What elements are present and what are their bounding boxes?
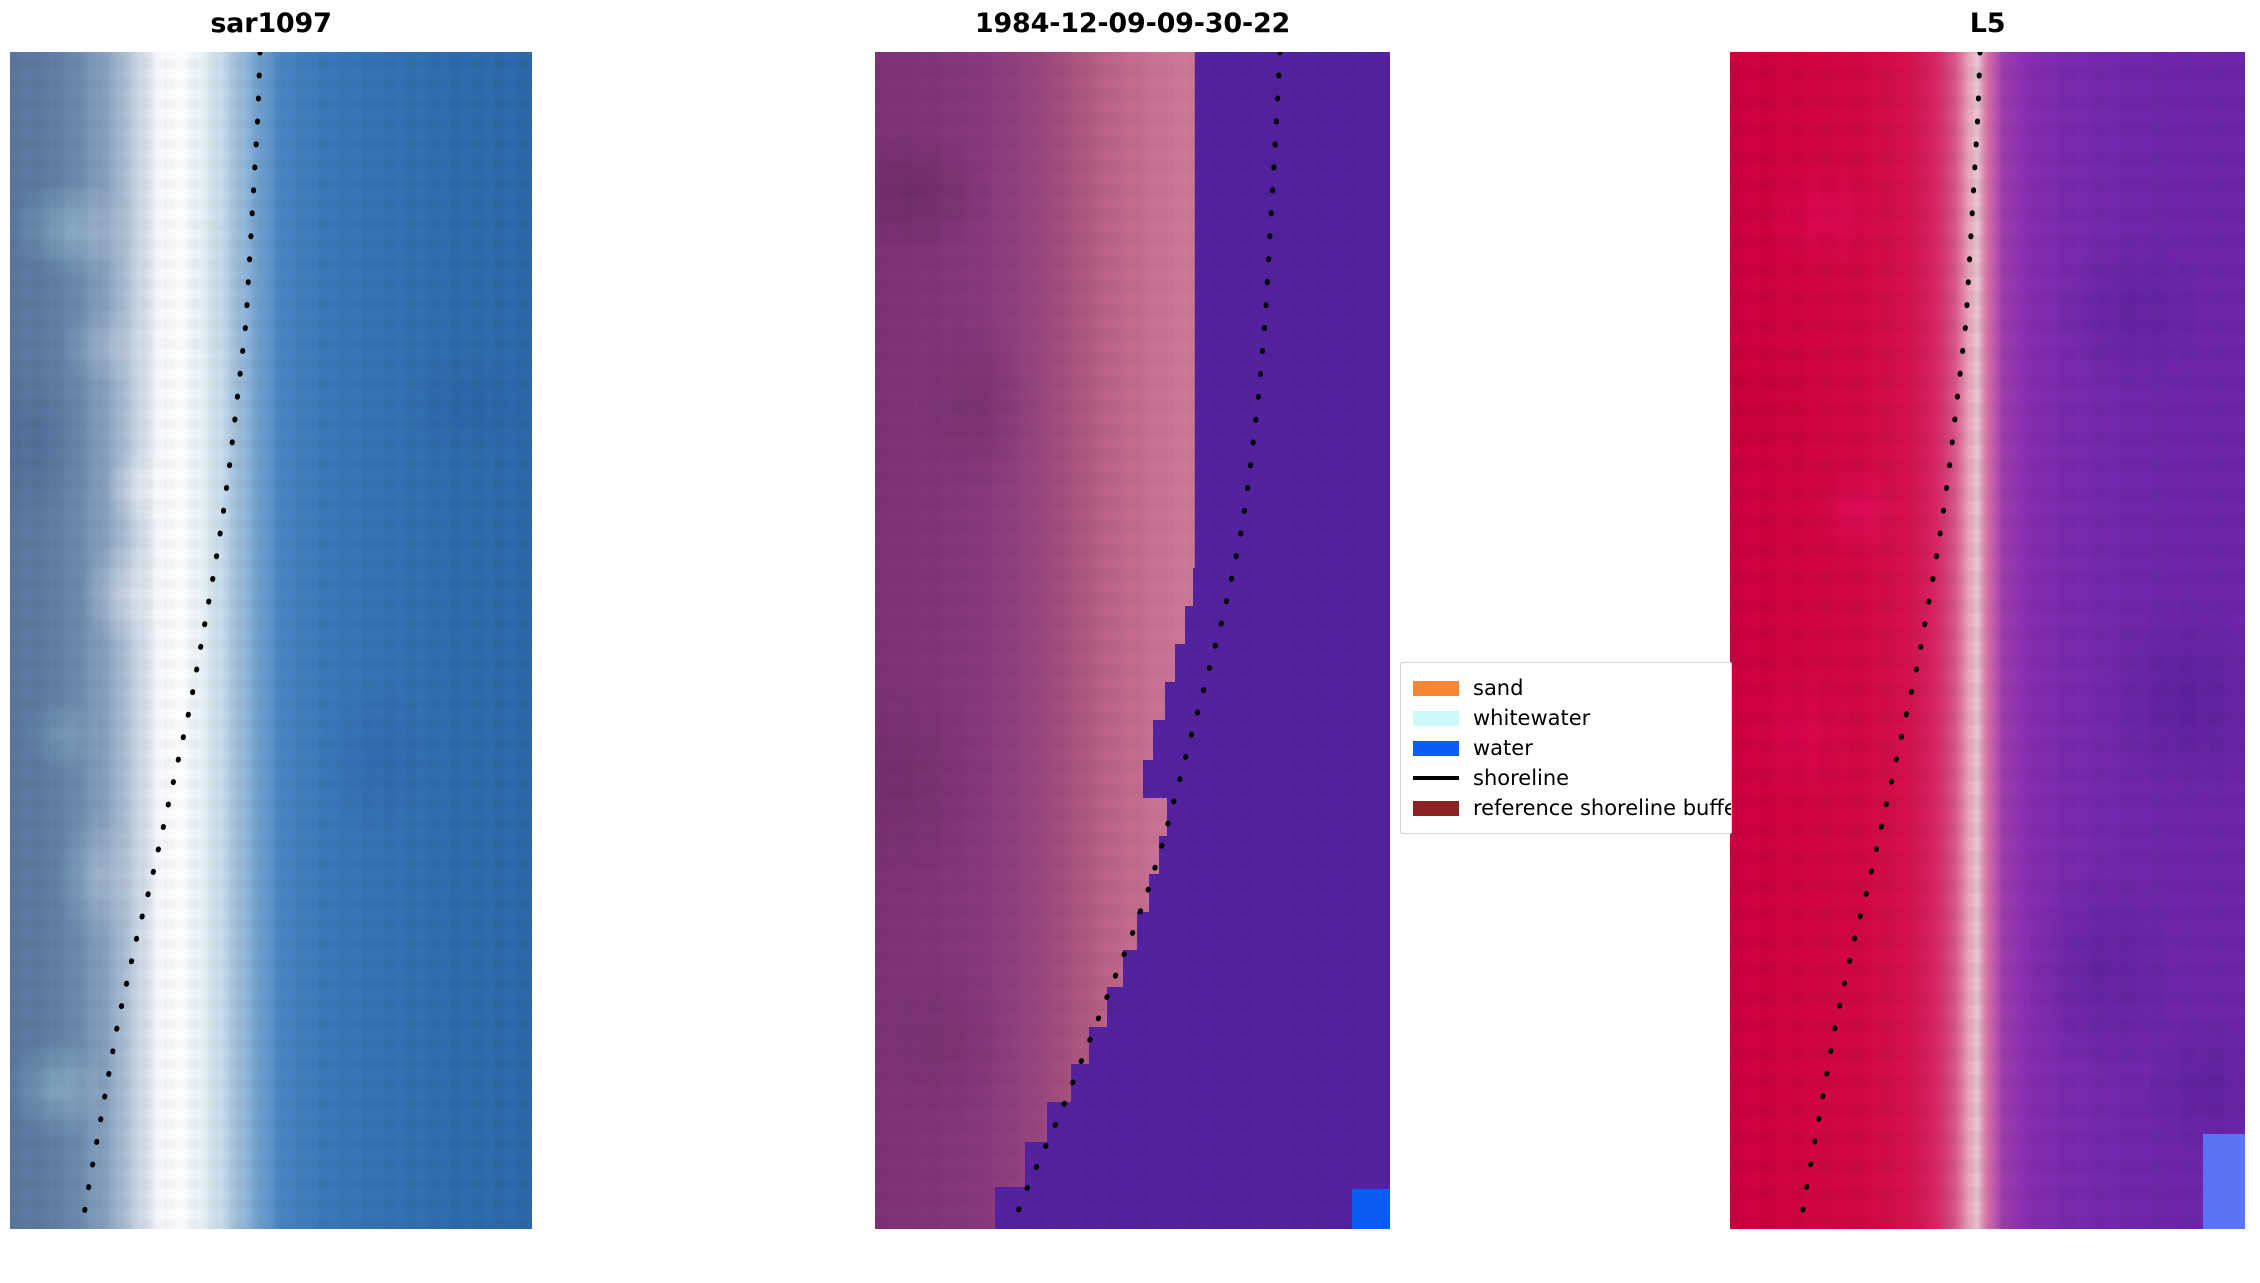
legend-box: sand whitewater water shoreline referenc… [1400, 662, 1732, 834]
legend-item-shoreline[interactable]: shoreline [1413, 763, 1719, 793]
classified-raster-pixelation [875, 52, 1390, 1229]
legend-label-sand: sand [1473, 675, 1524, 700]
legend-swatch-sand [1413, 680, 1459, 696]
panel-title-sar: sar1097 [210, 8, 332, 39]
legend-label-shoreline: shoreline [1473, 765, 1570, 790]
panel-l5-image[interactable] [1730, 52, 2245, 1229]
legend-item-water[interactable]: water [1413, 733, 1719, 763]
panel-classified-image[interactable] [875, 52, 1390, 1229]
legend-label-water: water [1473, 735, 1533, 760]
legend-swatch-shoreline [1413, 771, 1459, 786]
water-block-classified [1352, 1189, 1390, 1229]
legend-swatch-whitewater [1413, 710, 1459, 726]
legend-label-whitewater: whitewater [1473, 705, 1591, 730]
panel-title-l5: L5 [1969, 8, 2006, 39]
water-block-l5 [2203, 1134, 2245, 1229]
legend-item-sand[interactable]: sand [1413, 673, 1719, 703]
legend-item-reference-shoreline-buffer[interactable]: reference shoreline buffer [1413, 793, 1731, 823]
legend-swatch-reference-shoreline-buffer [1413, 800, 1459, 816]
panel-sar-image[interactable] [10, 52, 532, 1229]
legend-label-reference-shoreline-buffer: reference shoreline buffer [1473, 795, 1732, 820]
legend-swatch-water [1413, 740, 1459, 756]
legend-item-whitewater[interactable]: whitewater [1413, 703, 1719, 733]
l5-raster-pixelation [1730, 52, 2245, 1229]
sar-raster-speckle [10, 52, 532, 1229]
panel-title-classified: 1984-12-09-09-30-22 [974, 8, 1291, 39]
